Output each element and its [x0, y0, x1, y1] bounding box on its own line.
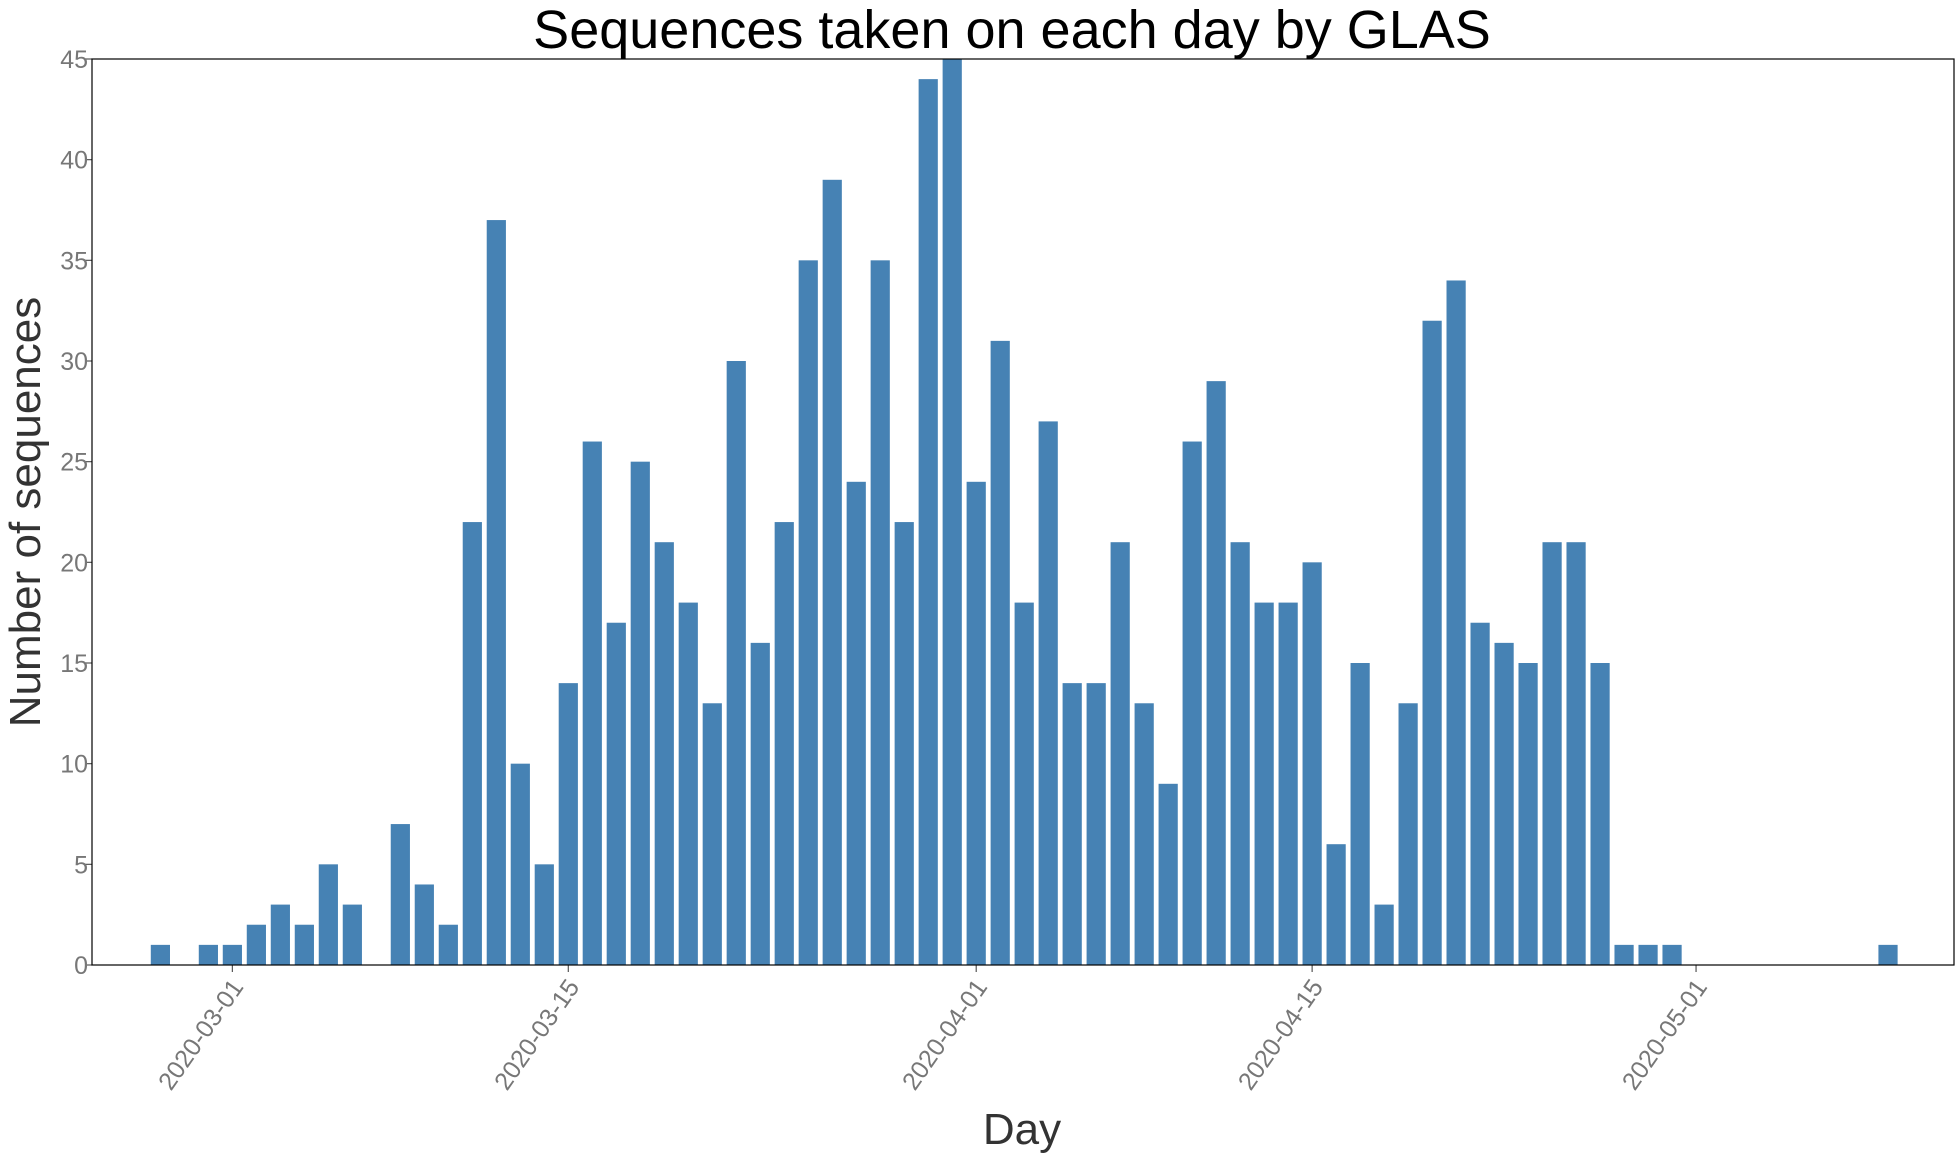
- bar-2020-03-03: [270, 904, 290, 965]
- bar-2020-03-22: [726, 361, 746, 965]
- y-tick-label: 25: [60, 449, 88, 477]
- bar-2020-04-27: [1590, 663, 1610, 965]
- x-tick-label: 2020-04-15: [1233, 974, 1329, 1095]
- bar-2020-03-11: [462, 522, 482, 965]
- y-tick-label: 40: [60, 147, 88, 175]
- bar-2020-03-12: [486, 220, 506, 965]
- bar-2020-04-17: [1350, 663, 1370, 965]
- chart-title: Sequences taken on each day by GLAS: [533, 0, 1491, 60]
- bars-group: [150, 59, 1898, 966]
- bar-2020-03-24: [774, 522, 794, 965]
- bar-2020-04-19: [1398, 703, 1418, 965]
- bar-2020-04-20: [1422, 320, 1442, 966]
- bar-2020-04-21: [1446, 280, 1466, 966]
- bar-2020-03-04: [294, 924, 314, 965]
- bar-2020-04-07: [1110, 542, 1130, 965]
- bar-2020-05-09: [1878, 944, 1898, 965]
- bar-2020-03-18: [630, 461, 650, 965]
- bar-2020-03-21: [702, 703, 722, 965]
- bar-2020-04-05: [1062, 683, 1082, 965]
- bar-2020-04-28: [1614, 944, 1634, 965]
- bar-2020-04-13: [1254, 602, 1274, 965]
- bar-2020-04-25: [1542, 542, 1562, 965]
- bar-2020-03-14: [534, 864, 554, 965]
- x-axis-ticks: 2020-03-01 2020-03-15 2020-04-01 2020-04-15…: [153, 965, 1713, 1095]
- bar-2020-03-29: [894, 522, 914, 965]
- bar-2020-03-25: [798, 260, 818, 966]
- plot-frame: [91, 58, 1955, 966]
- bar-2020-03-05: [318, 864, 338, 965]
- bar-2020-03-19: [654, 542, 674, 965]
- x-tick-label: 2020-03-01: [153, 974, 249, 1095]
- bar-2020-04-14: [1278, 602, 1298, 965]
- bar-2020-04-02: [990, 340, 1010, 965]
- bar-2020-03-16: [582, 441, 602, 965]
- bar-2020-02-27: [150, 944, 170, 965]
- bar-2020-04-04: [1038, 421, 1058, 965]
- bar-2020-03-06: [342, 904, 362, 965]
- bar-2020-04-01: [966, 481, 986, 965]
- y-tick-label: 30: [60, 348, 88, 376]
- x-axis-label: Day: [983, 1105, 1061, 1154]
- y-tick-label: 5: [74, 851, 88, 879]
- bar-2020-04-06: [1086, 683, 1106, 965]
- bar-2020-04-10: [1182, 441, 1202, 965]
- bar-2020-03-01: [222, 944, 242, 965]
- bar-2020-04-22: [1470, 622, 1490, 965]
- bar-2020-03-28: [870, 260, 890, 966]
- bar-2020-04-18: [1374, 904, 1394, 965]
- bar-2020-04-08: [1134, 703, 1154, 965]
- y-tick-label: 15: [60, 650, 88, 678]
- bar-2020-03-27: [846, 481, 866, 965]
- y-tick-label: 20: [60, 549, 88, 577]
- bar-2020-04-23: [1494, 642, 1514, 965]
- bar-2020-04-15: [1302, 562, 1322, 965]
- bar-2020-03-17: [606, 622, 626, 965]
- bar-2020-04-03: [1014, 602, 1034, 965]
- y-axis-label: Number of sequences: [1, 297, 50, 727]
- bar-2020-04-30: [1662, 944, 1682, 965]
- bar-2020-04-11: [1206, 381, 1226, 965]
- x-tick-label: 2020-05-01: [1617, 974, 1713, 1095]
- bar-2020-03-30: [918, 79, 938, 965]
- bar-2020-03-02: [246, 924, 266, 965]
- bar-2020-04-09: [1158, 783, 1178, 965]
- x-tick-label: 2020-03-15: [489, 974, 585, 1095]
- bar-2020-03-26: [822, 179, 842, 966]
- bar-2020-04-24: [1518, 663, 1538, 965]
- bar-2020-03-09: [414, 884, 434, 965]
- y-tick-label: 0: [74, 952, 88, 980]
- bar-2020-04-16: [1326, 844, 1346, 965]
- bar-2020-03-13: [510, 763, 530, 965]
- bar-2020-03-20: [678, 602, 698, 965]
- x-tick-label: 2020-04-01: [897, 974, 993, 1095]
- y-tick-label: 10: [60, 751, 88, 779]
- bar-2020-03-23: [750, 642, 770, 965]
- bar-2020-03-31: [942, 59, 962, 965]
- bar-2020-04-12: [1230, 542, 1250, 965]
- bar-2020-02-29: [198, 944, 218, 965]
- y-axis-ticks: 0 5 10 15 20 25 30 35 40 45: [60, 46, 92, 980]
- bar-2020-04-26: [1566, 542, 1586, 965]
- bar-2020-04-29: [1638, 944, 1658, 965]
- bar-2020-03-08: [390, 824, 410, 965]
- bar-2020-03-10: [438, 924, 458, 965]
- y-tick-label: 45: [60, 46, 88, 74]
- y-tick-label: 35: [60, 247, 88, 275]
- bar-2020-03-15: [558, 683, 578, 965]
